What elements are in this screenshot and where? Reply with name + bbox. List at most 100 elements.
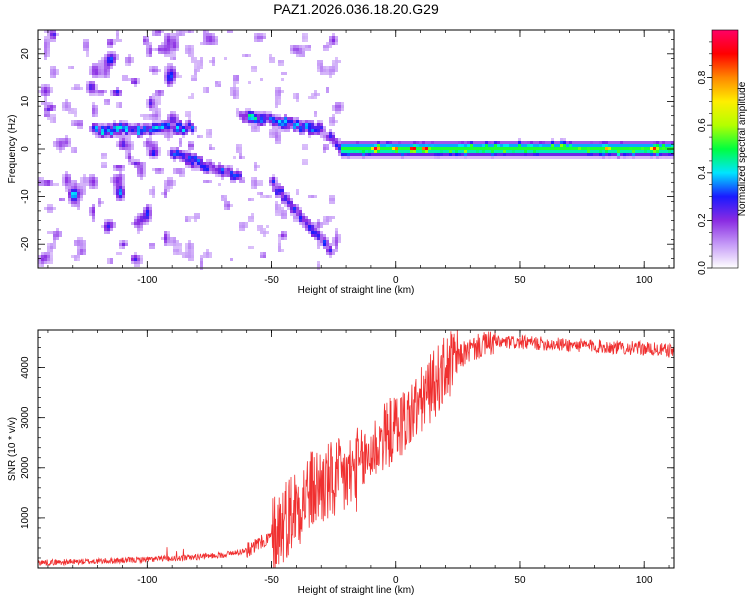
spectrogram-cell [116,90,119,93]
spectrogram-cell [95,87,98,90]
spectrogram-cell [263,255,266,258]
spectrogram-cell [137,228,140,231]
spectrogram-cell [92,90,95,93]
spectrogram-cell [314,111,317,114]
spectrogram-cell [182,168,185,171]
spectrogram-cell [170,111,173,114]
spectrogram-cell [149,246,152,249]
colorbar-ticks: 0.00.20.40.60.8 [697,41,712,275]
spectrogram-cell [158,45,161,48]
spectrogram-cell [101,123,104,126]
spectrogram-cell [239,228,242,231]
spectrogram-cell [44,96,47,99]
spectrogram-cell [572,150,575,153]
spectrogram-cell [335,42,338,45]
spectrogram-cell [329,201,332,204]
spectrogram-cell [527,144,530,147]
spectrogram-cell [521,147,524,150]
spectrogram-cell [323,48,326,51]
spectrogram-cell [98,93,101,96]
spectrogram-cell [164,48,167,51]
spectrogram-cell [158,132,161,135]
spectrogram-cell [53,72,56,75]
spectrogram-cell [119,186,122,189]
spectrogram-cell [206,252,209,255]
spectrogram-cell [185,159,188,162]
spectrogram-cell [449,144,452,147]
spectrogram-cell [671,150,674,153]
spectrogram-cell [410,153,413,156]
spectrogram-cell [287,198,290,201]
spectrogram-cell [209,147,212,150]
spectrogram-cell [578,141,581,144]
spectrogram-cell [647,147,650,150]
spectrogram-cell [635,153,638,156]
spectrogram-cell [314,114,317,117]
spectrogram-cell [158,120,161,123]
spectrogram-cell [167,126,170,129]
spectrogram-cell [179,249,182,252]
spectrogram-cell [74,204,77,207]
spectrogram-cell [176,171,179,174]
spectrogram-y-label: Frequency (Hz) [7,115,18,184]
spectrogram-cell [44,54,47,57]
spectrogram-cell [149,153,152,156]
spectrogram-cell [107,72,110,75]
spectrogram-cell [179,243,182,246]
spectrogram-cell [116,144,119,147]
spectrogram-cell [248,198,251,201]
spectrogram-cell [296,48,299,51]
spectrogram-cell [212,39,215,42]
spectrogram-cell [164,234,167,237]
spectrogram-cell [506,147,509,150]
spectrogram-cell [47,36,50,39]
spectrogram-cell [143,216,146,219]
spectrogram-cell [317,132,320,135]
spectrogram-cell [344,150,347,153]
spectrogram-cell [179,144,182,147]
spectrogram-cell [50,66,53,69]
spectrogram-cell [242,156,245,159]
spectrogram-cell [116,36,119,39]
spectrogram-cell [173,168,176,171]
spectrogram-cell [113,54,116,57]
spectrogram-cell [113,57,116,60]
spectrogram-cell [206,165,209,168]
spectrogram-cell [74,87,77,90]
spectrogram-cell [98,129,101,132]
spectrogram-cell [167,84,170,87]
spectrogram-cell [173,126,176,129]
spectrogram-cell [275,87,278,90]
spectrogram-cell [86,183,89,186]
spectrogram-cell [536,153,539,156]
spectrogram-cell [245,111,248,114]
spectrogram-cell [521,156,524,159]
spectrogram-cell [104,63,107,66]
spectrogram-cell [170,177,173,180]
spectrogram-cell [320,63,323,66]
spectrogram-cell [518,144,521,147]
spectrogram-cell [248,111,251,114]
spectrogram-cell [509,141,512,144]
spectrogram-cell [116,195,119,198]
spectrogram-cell [146,99,149,102]
spectrogram-cell [224,201,227,204]
spectrogram-cell [299,126,302,129]
spectrogram-cell [338,153,341,156]
spectrogram-cell [170,54,173,57]
spectrogram-cell [143,144,146,147]
spectrogram-cell [137,261,140,264]
spectrogram-cell [317,93,320,96]
spectrogram-cell [356,141,359,144]
spectrogram-cell [47,45,50,48]
spectrogram-cell [275,177,278,180]
spectrogram-cell [245,222,248,225]
spectrogram-cell [83,177,86,180]
spectrogram-cell [104,153,107,156]
spectrogram-cell [665,150,668,153]
spectrogram-cell [41,261,44,264]
spectrogram-cell [92,114,95,117]
spectrogram-cell [440,156,443,159]
spectrogram-cell [188,255,191,258]
